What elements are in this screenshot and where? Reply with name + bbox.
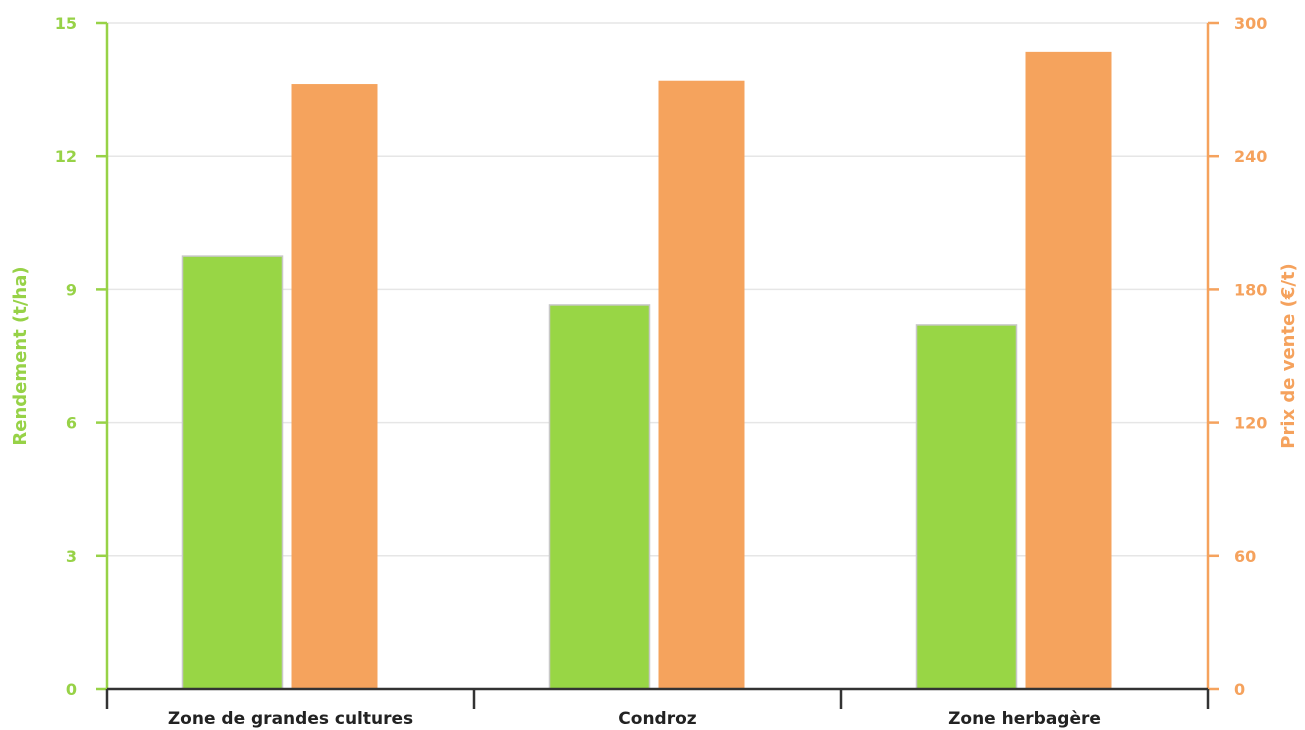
- right-tick-label: 180: [1234, 280, 1267, 299]
- left-axis-title: Rendement (t/ha): [10, 266, 31, 445]
- bar-rendement: [548, 304, 651, 690]
- right-tick-label: 300: [1234, 14, 1267, 33]
- axes: [105, 23, 1210, 691]
- category-label: Zone de grandes cultures: [168, 709, 413, 729]
- axis-ticks: 0 3 6 9 12 15 0 60 120 180 240 300: [55, 14, 1267, 709]
- bar-prix-de-vente: [291, 84, 378, 690]
- bar-prix-de-vente: [658, 80, 745, 690]
- right-tick-label: 0: [1234, 680, 1245, 699]
- bar-rendement: [181, 255, 284, 690]
- right-tick-label: 60: [1234, 547, 1256, 566]
- bar-prix-de-vente: [1025, 51, 1112, 690]
- category-label: Condroz: [618, 709, 696, 729]
- right-axis-title: Prix de vente (€/t): [1278, 263, 1299, 448]
- left-tick-label: 3: [66, 547, 77, 566]
- left-tick-label: 0: [66, 680, 77, 699]
- right-tick-label: 240: [1234, 147, 1267, 166]
- left-tick-label: 12: [55, 147, 77, 166]
- left-tick-label: 6: [66, 414, 77, 433]
- gridlines: [107, 22, 1208, 557]
- right-tick-label: 120: [1234, 414, 1267, 433]
- bar-rendement: [915, 324, 1018, 690]
- left-tick-label: 15: [55, 14, 77, 33]
- bars: [181, 51, 1112, 690]
- category-label: Zone herbagère: [948, 709, 1101, 729]
- category-labels: Zone de grandes cultures Condroz Zone herb…: [168, 709, 1101, 729]
- left-tick-label: 9: [66, 280, 77, 299]
